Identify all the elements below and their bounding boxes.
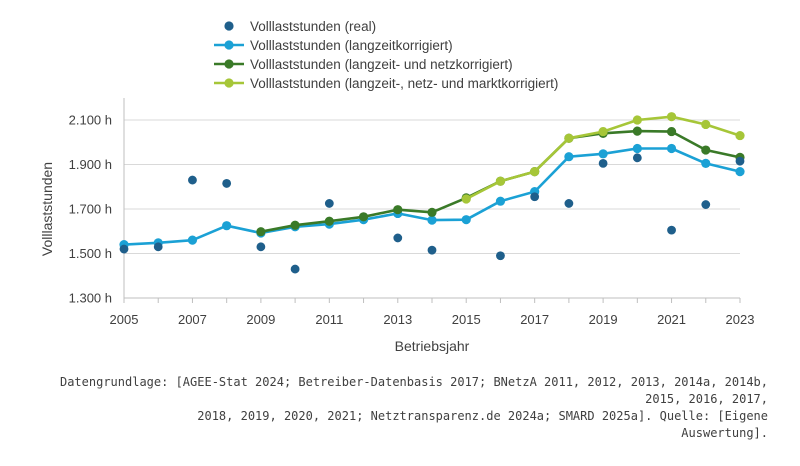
series-point xyxy=(427,215,437,225)
series-point xyxy=(427,207,437,217)
scatter-point xyxy=(598,158,608,168)
legend-item-4: Volllaststunden (langzeit-, netz- und ma… xyxy=(214,76,558,91)
legend-marker xyxy=(224,78,234,88)
scatter-point xyxy=(324,199,334,208)
y-tick-label: 2.100 h xyxy=(69,113,112,128)
legend-item-3: Volllaststunden (langzeit- und netzkorri… xyxy=(214,57,513,72)
series-point xyxy=(701,119,711,130)
y-tick-label: 1.300 h xyxy=(69,291,112,306)
series-point xyxy=(598,149,608,159)
series-point xyxy=(564,133,574,143)
scatter-point xyxy=(153,242,163,252)
scatter-point xyxy=(564,199,574,208)
series-point xyxy=(666,143,677,154)
scatter-point xyxy=(701,200,711,209)
footnote: Datengrundlage: [AGEE-Stat 2024; Betreib… xyxy=(28,374,768,442)
series-point xyxy=(564,152,574,162)
legend-marker xyxy=(224,59,234,69)
legend: Volllaststunden (real) Volllaststunden (l… xyxy=(214,19,558,91)
legend-marker xyxy=(224,21,234,31)
scatter-point xyxy=(735,156,745,166)
legend-label: Volllaststunden (langzeit-, netz- und ma… xyxy=(250,76,558,91)
scatter-point xyxy=(632,153,642,163)
scatter-point xyxy=(427,245,437,255)
legend-item-1: Volllaststunden (real) xyxy=(224,19,376,34)
legend-label: Volllaststunden (langzeit- und netzkorri… xyxy=(250,57,513,72)
scatter-point xyxy=(393,233,403,243)
series-point xyxy=(461,215,471,225)
x-tick-label: 2019 xyxy=(589,312,618,327)
series-point xyxy=(358,212,369,222)
series-point xyxy=(598,126,608,137)
x-axis-title: Betriebsjahr xyxy=(395,338,470,354)
legend-label: Volllaststunden (langzeitkorrigiert) xyxy=(250,38,453,53)
series-point xyxy=(393,205,403,215)
series-line xyxy=(123,147,741,246)
series-point xyxy=(735,167,745,177)
series-point xyxy=(632,126,642,136)
x-tick-label: 2009 xyxy=(246,312,275,327)
footnote-line-3: Auswertung]. xyxy=(681,426,768,440)
series-point xyxy=(324,216,334,226)
x-tick-label: 2013 xyxy=(383,312,412,327)
x-tick-label: 2005 xyxy=(110,312,139,327)
series-point xyxy=(222,221,232,231)
x-tick-label: 2021 xyxy=(657,312,686,327)
series-4 xyxy=(461,112,745,204)
series-1 xyxy=(119,153,745,274)
scatter-point xyxy=(119,244,129,254)
grid xyxy=(124,119,740,254)
scatter-point xyxy=(290,264,300,274)
series-layer xyxy=(119,112,745,274)
footnote-line-2: 2018, 2019, 2020, 2021; Netztransparenz.… xyxy=(197,409,768,423)
scatter-point xyxy=(496,251,505,261)
legend-label: Volllaststunden (real) xyxy=(250,19,376,34)
x-tick-label: 2011 xyxy=(315,312,343,327)
scatter-point xyxy=(667,225,676,235)
series-point xyxy=(461,194,471,204)
y-axis-title: Volllaststunden xyxy=(39,162,55,256)
series-point xyxy=(495,196,506,206)
series-point xyxy=(666,112,677,122)
scatter-point xyxy=(530,192,540,202)
series-point xyxy=(735,130,745,141)
series-point xyxy=(290,220,300,230)
x-tick-label: 2015 xyxy=(452,312,481,327)
series-point xyxy=(666,126,677,137)
scatter-point xyxy=(256,242,266,252)
series-point xyxy=(530,167,540,177)
series-point xyxy=(632,143,642,154)
series-point xyxy=(701,145,711,155)
axes: 1.300 h 1.500 h 1.700 h 1.900 h 2.100 h 2005 2… xyxy=(69,98,755,327)
series-point xyxy=(701,158,711,168)
footnote-line-1: Datengrundlage: [AGEE-Stat 2024; Betreib… xyxy=(59,375,768,406)
y-tick-label: 1.900 h xyxy=(69,157,112,172)
legend-marker xyxy=(224,40,234,50)
legend-item-2: Volllaststunden (langzeitkorrigiert) xyxy=(214,38,453,53)
series-point xyxy=(495,176,506,186)
series-point xyxy=(187,235,198,245)
series-point xyxy=(632,115,642,125)
series-2 xyxy=(119,143,745,250)
chart: 1.300 h 1.500 h 1.700 h 1.900 h 2.100 h 2005 2… xyxy=(39,19,755,354)
scatter-point xyxy=(222,179,232,188)
series-point xyxy=(256,227,266,237)
scatter-point xyxy=(188,175,197,185)
x-tick-label: 2023 xyxy=(726,312,755,327)
x-tick-label: 2007 xyxy=(178,312,207,327)
y-tick-label: 1.700 h xyxy=(69,202,112,217)
x-tick-label: 2017 xyxy=(520,312,549,327)
y-tick-label: 1.500 h xyxy=(69,246,112,261)
